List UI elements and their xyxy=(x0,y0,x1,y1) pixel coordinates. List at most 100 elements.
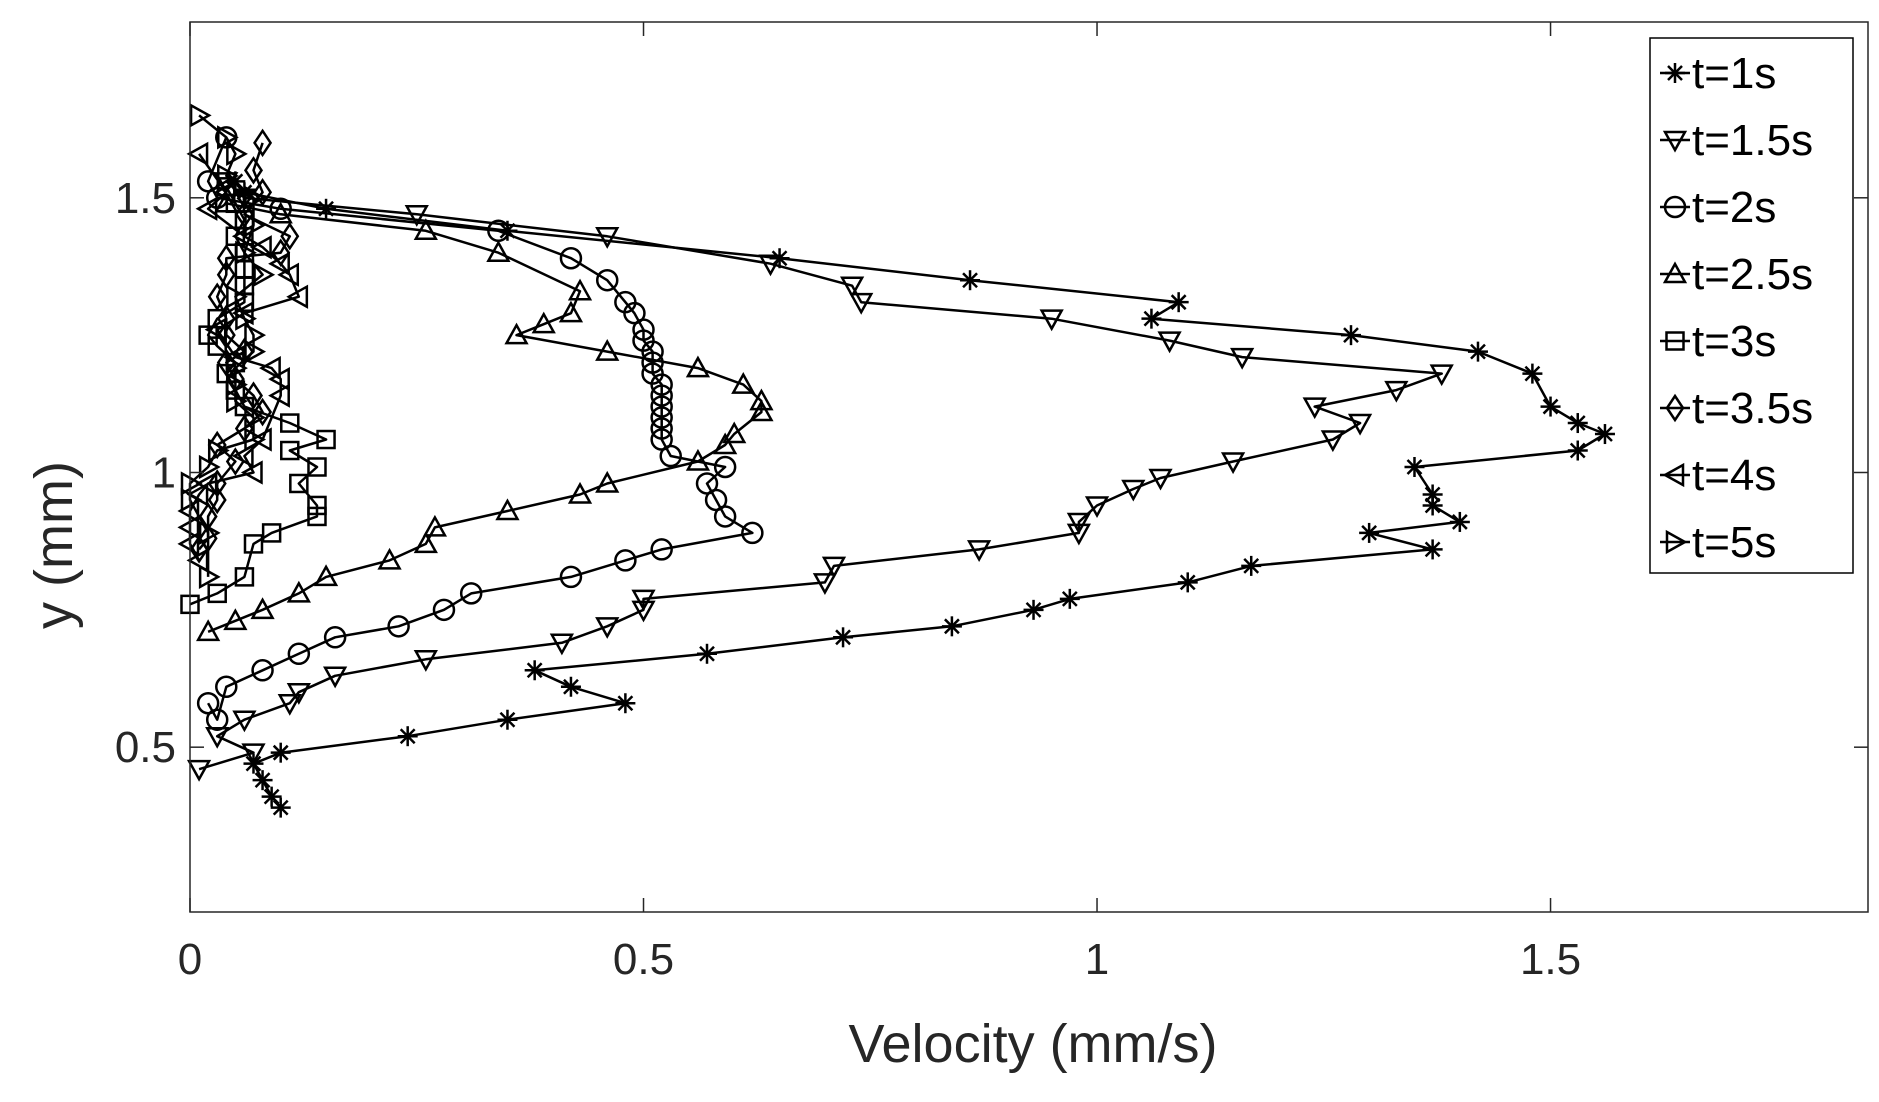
data-point xyxy=(250,597,275,620)
data-point xyxy=(812,573,838,595)
data-point xyxy=(216,320,236,350)
data-point xyxy=(234,567,255,587)
data-point xyxy=(186,141,209,166)
data-point xyxy=(531,311,556,334)
legend-marker-asterisk xyxy=(1660,63,1690,83)
data-point xyxy=(650,538,673,561)
data-point xyxy=(524,660,545,681)
data-point xyxy=(287,642,311,666)
data-point xyxy=(614,549,637,572)
legend-marker xyxy=(1662,462,1685,488)
data-point xyxy=(650,406,673,429)
legend-entry: t=3.5s xyxy=(1660,384,1813,433)
data-point xyxy=(1059,588,1080,609)
legend-label: t=1.5s xyxy=(1692,116,1813,165)
data-point xyxy=(215,675,238,699)
data-point xyxy=(632,329,655,352)
data-point xyxy=(253,128,273,158)
data-point xyxy=(1422,539,1443,560)
data-point xyxy=(1540,396,1561,417)
data-point xyxy=(377,547,402,570)
data-point xyxy=(180,487,203,513)
data-point xyxy=(261,786,282,807)
legend-entry: t=5s xyxy=(1660,518,1776,567)
y-axis-label: y (mm) xyxy=(24,461,84,629)
data-point xyxy=(497,709,518,730)
data-point xyxy=(1422,484,1443,505)
legend-marker-diamond xyxy=(1660,393,1690,423)
data-point xyxy=(1039,309,1064,332)
data-point xyxy=(387,615,410,638)
data-point xyxy=(277,693,302,716)
data-point xyxy=(198,454,221,480)
data-point xyxy=(504,322,529,345)
legend-marker xyxy=(1665,331,1685,351)
data-point xyxy=(1320,430,1345,453)
data-point xyxy=(177,515,200,540)
data-point xyxy=(252,770,273,791)
data-point xyxy=(244,405,267,430)
data-point xyxy=(216,243,236,273)
data-point xyxy=(270,797,291,818)
data-point xyxy=(567,278,593,301)
legend-marker xyxy=(1662,130,1688,153)
data-point xyxy=(177,531,200,557)
data-point xyxy=(226,355,248,381)
data-point xyxy=(241,743,266,766)
data-point xyxy=(595,470,620,493)
data-point xyxy=(231,224,254,249)
data-point xyxy=(560,676,581,697)
data-point xyxy=(697,643,718,664)
data-point xyxy=(1359,522,1380,543)
plot-area xyxy=(177,103,1615,818)
data-point xyxy=(213,180,236,205)
data-point xyxy=(243,381,263,410)
data-point xyxy=(559,565,583,589)
legend-marker xyxy=(1665,63,1685,83)
data-point xyxy=(749,388,774,411)
series-t-1-5s xyxy=(186,172,1454,782)
data-point xyxy=(615,693,636,714)
data-point xyxy=(1121,479,1146,502)
data-point xyxy=(217,163,239,188)
data-point xyxy=(1241,555,1262,576)
data-point xyxy=(695,472,719,495)
y-tick-label: 1.5 xyxy=(115,174,176,223)
data-point xyxy=(226,372,248,397)
legend-marker-triangle-down xyxy=(1660,130,1690,153)
series-line xyxy=(206,136,754,721)
data-point xyxy=(1340,325,1361,346)
data-point xyxy=(650,417,673,440)
data-point xyxy=(268,201,293,224)
legend-marker xyxy=(1665,393,1685,423)
data-point xyxy=(1384,380,1409,403)
data-point xyxy=(432,598,456,622)
data-point xyxy=(1066,523,1092,546)
data-point xyxy=(1302,397,1327,420)
data-point xyxy=(223,608,248,631)
data-point xyxy=(207,485,227,515)
data-point xyxy=(1220,452,1246,475)
data-point xyxy=(205,726,230,749)
data-point xyxy=(1066,512,1092,535)
data-point xyxy=(595,268,619,292)
data-point xyxy=(614,290,637,314)
series-line xyxy=(198,180,1443,771)
legend-label: t=4s xyxy=(1692,451,1776,500)
data-point xyxy=(226,388,248,414)
data-point xyxy=(205,708,229,731)
data-point xyxy=(235,240,257,265)
data-point xyxy=(1449,511,1470,532)
data-point xyxy=(558,300,584,323)
data-point xyxy=(1023,599,1044,620)
legend-label: t=1s xyxy=(1692,49,1776,98)
data-point xyxy=(941,616,962,637)
data-point xyxy=(286,580,311,603)
data-point xyxy=(259,355,281,381)
data-point xyxy=(1148,468,1173,491)
data-point xyxy=(1157,331,1182,354)
data-point xyxy=(559,246,583,270)
data-point xyxy=(1347,413,1373,436)
